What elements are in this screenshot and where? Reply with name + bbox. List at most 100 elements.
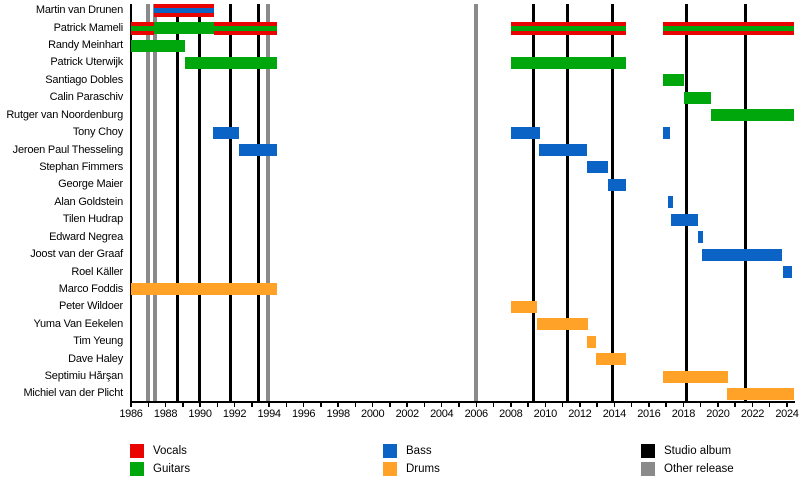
x-axis-tick: [786, 402, 788, 408]
vocals-swatch: [130, 443, 144, 458]
legend-label: Drums: [406, 462, 440, 475]
x-tick-label: 1988: [153, 408, 178, 420]
x-tick-label: 2016: [637, 408, 661, 420]
tenure-bar-drums: [510, 300, 537, 313]
x-axis-tick: [337, 402, 339, 408]
member-label: Yuma Van Eekelen: [33, 317, 123, 330]
tenure-bar-drums: [726, 387, 794, 400]
legend-label: Bass: [406, 444, 432, 457]
tenure-bar-drums: [586, 335, 597, 348]
tenure-bar-guitars: [711, 109, 794, 122]
x-axis-tick: [182, 402, 184, 408]
other-release-line: [146, 4, 151, 401]
studio-album-line: [531, 4, 535, 401]
member-label: Tony Choy: [72, 126, 123, 139]
x-axis-tick: [510, 402, 512, 408]
legend-label: Vocals: [153, 444, 187, 457]
x-tick-label: 1986: [119, 408, 143, 420]
studio-album-line: [257, 4, 261, 401]
tenure-bar-drums: [536, 318, 588, 331]
x-tick-label: 2012: [568, 408, 592, 420]
studio-album-line: [228, 4, 232, 401]
x-axis-tick: [561, 402, 564, 408]
x-tick-label: 2006: [464, 408, 489, 420]
y-axis-line: [129, 4, 132, 401]
member-label: Calin Paraschiv: [49, 91, 124, 104]
studio-album-line: [684, 4, 688, 401]
guitars-stripe: [213, 25, 277, 31]
tenure-bar-bass: [671, 213, 699, 226]
x-tick-label: 2002: [395, 408, 420, 420]
x-axis-tick: [751, 402, 754, 408]
x-axis-tick: [354, 402, 357, 408]
studio-album-line: [744, 4, 748, 401]
legend-item-guitars: Guitars: [130, 461, 190, 476]
x-tick-label: 1994: [257, 408, 281, 420]
x-axis-tick: [199, 402, 201, 408]
x-axis-tick: [164, 402, 167, 408]
tenure-bar-drums: [596, 353, 627, 366]
x-axis-tick: [665, 402, 667, 408]
guitars-swatch: [130, 461, 144, 476]
member-label: Dave Haley: [68, 352, 123, 365]
other-release-line: [266, 4, 271, 401]
member-label: Santiago Dobles: [45, 73, 123, 86]
member-label: Marco Foddis: [58, 282, 123, 295]
guitars-stripe: [510, 25, 627, 31]
tenure-bar-vocals-guitars: [662, 21, 794, 35]
x-tick-label: 1996: [291, 408, 316, 420]
member-label: Tilen Hudrap: [62, 213, 123, 226]
studio-album-line: [176, 4, 180, 401]
tenure-bar-bass: [510, 126, 541, 139]
x-tick-label: 1998: [326, 408, 351, 420]
member-label: Edward Negrea: [49, 230, 123, 243]
x-tick-label: 2022: [740, 408, 765, 420]
member-label: Peter Wildoer: [58, 300, 123, 313]
x-axis-tick: [251, 402, 253, 408]
x-axis-tick: [233, 402, 236, 408]
member-label: Martin van Drunen: [35, 4, 123, 17]
legend-item-other: Other release: [641, 461, 734, 476]
legend-label: Other release: [664, 462, 734, 475]
x-axis-tick: [596, 402, 598, 408]
x-axis-tick: [768, 402, 771, 408]
other-release-line: [474, 4, 479, 401]
legend-label: Studio album: [664, 444, 732, 457]
x-axis-tick: [216, 402, 219, 408]
x-axis-tick: [130, 402, 132, 408]
tenure-bar-vocals-guitars: [131, 21, 155, 35]
legend-label: Guitars: [153, 462, 191, 475]
tenure-bar-guitars: [131, 39, 185, 52]
x-axis-tick: [717, 402, 719, 408]
x-axis-tick: [423, 402, 426, 408]
x-axis-tick: [440, 402, 443, 408]
tenure-bar-drums: [662, 370, 729, 383]
tenure-bar-guitars: [184, 56, 277, 69]
album-swatch: [641, 443, 655, 458]
tenure-bar-guitars: [662, 74, 685, 87]
legend-item-vocals: Vocals: [130, 443, 187, 458]
studio-album-line: [611, 4, 615, 401]
studio-album-line: [197, 4, 201, 401]
x-axis-tick: [734, 402, 736, 408]
tenure-bar-drums: [131, 283, 277, 296]
member-label: Stephan Fimmers: [39, 160, 123, 173]
x-axis-tick: [320, 402, 322, 408]
x-axis-tick: [630, 402, 633, 408]
member-label: George Maier: [58, 178, 123, 191]
legend-item-album: Studio album: [641, 443, 731, 458]
x-tick-label: 2000: [361, 408, 385, 420]
x-axis-tick: [389, 402, 391, 408]
tenure-bar-bass: [238, 144, 277, 157]
tenure-bar-guitars: [684, 91, 712, 104]
bass-swatch: [383, 443, 397, 458]
x-axis-tick: [527, 402, 529, 408]
member-label: Jeroen Paul Thesseling: [12, 143, 124, 156]
x-axis-tick: [475, 402, 477, 408]
x-tick-label: 2018: [671, 408, 696, 420]
member-label: Patrick Mameli: [53, 21, 124, 34]
legend-item-drums: Drums: [383, 461, 440, 476]
tenure-bar-bass: [539, 144, 587, 157]
other-swatch: [641, 461, 655, 476]
